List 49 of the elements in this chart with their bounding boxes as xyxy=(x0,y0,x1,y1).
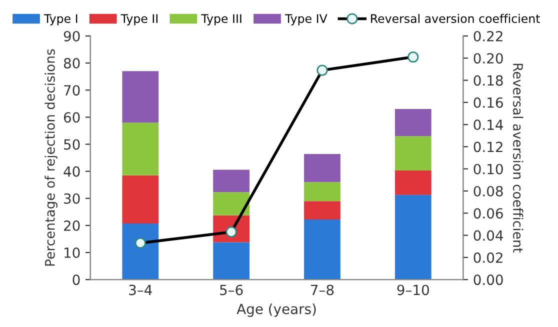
y2-tick-label: 0.00 xyxy=(474,274,503,286)
y2-tick-label: 0.14 xyxy=(474,120,504,130)
y2-tick-label: 0.18 xyxy=(474,75,503,86)
bar xyxy=(122,122,159,176)
bar xyxy=(304,182,340,202)
bar xyxy=(304,201,340,220)
y2-tick-label: 0.16 xyxy=(474,97,503,108)
y2-tick-label: 0.08 xyxy=(474,186,503,196)
y-tick-label: 90 xyxy=(64,30,80,42)
bar xyxy=(304,219,340,280)
y-tick-label: 20 xyxy=(64,220,80,231)
bar xyxy=(394,136,432,170)
x-tick-label: 5–6 xyxy=(220,284,243,296)
bar xyxy=(213,242,250,280)
y-tick-label: 80 xyxy=(64,58,80,69)
y2-tick-label: 0.06 xyxy=(474,208,503,219)
legend-label: Type I xyxy=(44,14,78,26)
y-tick-label: 30 xyxy=(64,193,80,204)
y-tick-label: 70 xyxy=(64,85,80,96)
x-tick-label: 3–4 xyxy=(129,284,152,296)
y2-axis-title: Reversal aversion coefficient xyxy=(513,64,524,253)
bar xyxy=(122,71,159,123)
y-tick-label: 0 xyxy=(72,274,80,286)
legend-label: Type IV xyxy=(284,14,328,26)
x-tick-label: 9–10 xyxy=(397,284,429,296)
y2-tick-label: 0.12 xyxy=(474,142,502,152)
y-axis-title: Percentage of rejection decisions xyxy=(44,49,58,266)
y2-tick-label: 0.22 xyxy=(474,30,502,42)
bar xyxy=(304,154,340,182)
y2-tick-label: 0.04 xyxy=(474,230,504,241)
x-axis-title: Age (years) xyxy=(236,303,316,317)
y2-tick-label: 0.20 xyxy=(474,53,503,64)
bar xyxy=(122,224,159,280)
y-tick-label: 10 xyxy=(64,247,80,258)
legend-label: Type III xyxy=(201,14,242,26)
y-tick-label: 40 xyxy=(64,166,80,177)
y-tick-label: 50 xyxy=(64,139,80,150)
bar xyxy=(394,109,432,136)
legend-label: Reversal aversion coefficient xyxy=(371,14,540,24)
x-tick-label: 7–8 xyxy=(311,284,334,296)
bar xyxy=(213,170,250,192)
bar xyxy=(394,170,432,195)
bar xyxy=(394,194,432,280)
y2-tick-label: 0.02 xyxy=(474,252,502,263)
y-tick-label: 60 xyxy=(64,112,80,123)
bar xyxy=(122,175,159,224)
bar xyxy=(213,192,250,216)
legend-label: Type II xyxy=(120,14,158,26)
y2-tick-label: 0.10 xyxy=(474,164,503,174)
